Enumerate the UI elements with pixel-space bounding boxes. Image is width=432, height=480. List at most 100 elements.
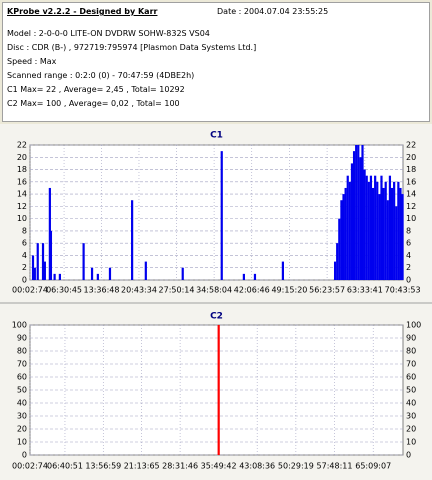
y2-tick-label: 100 <box>406 321 421 330</box>
bar <box>399 187 402 280</box>
bar <box>340 200 343 280</box>
y-tick-label: 100 <box>12 321 27 330</box>
bar <box>338 218 341 280</box>
info-line: Model : 2-0-0-0 LITE-ON DVDRW SOHW-832S … <box>7 29 210 38</box>
bar <box>395 206 398 280</box>
bar <box>390 187 394 280</box>
info-line: Speed : Max <box>7 57 57 66</box>
bar <box>369 175 373 280</box>
y2-tick-label: 20 <box>406 153 416 162</box>
info-line: C1 Max= 22 , Average= 2,45 , Total= 1029… <box>7 85 185 94</box>
x-tick-label: 34:58:04 <box>196 286 232 295</box>
y-tick-label: 40 <box>17 399 27 408</box>
x-tick-label: 06:40:51 <box>47 462 83 471</box>
y2-tick-label: 80 <box>406 347 416 356</box>
bar <box>384 181 387 280</box>
y-tick-label: 30 <box>17 412 27 421</box>
x-tick-label: 63:33:41 <box>347 286 383 295</box>
y-tick-label: 10 <box>17 214 27 223</box>
bar <box>344 187 347 280</box>
bar <box>181 267 184 280</box>
y-tick-label: 6 <box>22 239 27 248</box>
info-panel: KProbe v2.2.2 - Designed by Karr Date : … <box>2 2 430 122</box>
y2-tick-label: 0 <box>406 276 411 285</box>
y2-tick-label: 50 <box>406 386 416 395</box>
y-tick-label: 22 <box>17 141 27 150</box>
y2-tick-label: 40 <box>406 399 416 408</box>
x-tick-label: 21:13:65 <box>124 462 160 471</box>
bar <box>242 273 245 280</box>
y-tick-label: 20 <box>17 153 27 162</box>
y2-tick-label: 8 <box>406 226 411 235</box>
bar <box>96 273 99 280</box>
bar <box>336 243 339 280</box>
y-tick-label: 4 <box>22 251 27 260</box>
y-tick-label: 0 <box>22 451 27 460</box>
bar <box>355 145 358 280</box>
x-tick-label: 13:36:48 <box>84 286 120 295</box>
bar <box>350 163 354 280</box>
bar <box>380 175 383 280</box>
y2-tick-label: 60 <box>406 373 416 382</box>
x-tick-label: 50:29:19 <box>278 462 314 471</box>
bar <box>378 194 381 280</box>
y-tick-label: 80 <box>17 347 27 356</box>
bar <box>367 181 370 280</box>
x-tick-label: 13:56:59 <box>85 462 121 471</box>
bar <box>393 181 396 280</box>
y2-tick-label: 6 <box>406 239 411 248</box>
scan-date: Date : 2004.07.04 23:55:25 <box>217 7 329 16</box>
y-tick-label: 70 <box>17 360 27 369</box>
bar <box>131 200 134 280</box>
bar <box>281 261 284 280</box>
bar <box>374 175 377 280</box>
bar <box>33 267 36 280</box>
y-tick-label: 2 <box>22 263 27 272</box>
y2-tick-label: 10 <box>406 438 416 447</box>
bar <box>333 261 337 280</box>
y-tick-label: 14 <box>17 190 27 199</box>
y2-tick-label: 70 <box>406 360 416 369</box>
y-tick-label: 12 <box>17 202 27 211</box>
bar <box>386 200 389 280</box>
y2-tick-label: 20 <box>406 425 416 434</box>
y2-tick-label: 10 <box>406 214 416 223</box>
bar <box>82 243 85 280</box>
bar <box>220 151 223 280</box>
y2-tick-label: 0 <box>406 451 411 460</box>
chart-title: C1 <box>210 131 223 141</box>
y-tick-label: 16 <box>17 177 27 186</box>
bar <box>348 181 351 280</box>
y2-tick-label: 30 <box>406 412 416 421</box>
bar <box>401 194 404 280</box>
x-tick-label: 57:48:11 <box>317 462 353 471</box>
bar <box>371 187 375 280</box>
bar <box>352 151 356 280</box>
y-tick-label: 18 <box>17 165 27 174</box>
bar <box>382 187 385 280</box>
info-line: C2 Max= 100 , Average= 0,02 , Total= 100 <box>7 99 180 108</box>
x-tick-label: 35:49:42 <box>201 462 237 471</box>
y-tick-label: 8 <box>22 226 27 235</box>
x-tick-label: 06:30:45 <box>46 286 82 295</box>
bar <box>31 255 35 280</box>
y2-tick-label: 12 <box>406 202 416 211</box>
bar <box>388 175 392 280</box>
x-tick-label: 20:43:34 <box>121 286 157 295</box>
bar <box>43 261 46 280</box>
bar <box>365 175 368 280</box>
y2-tick-label: 18 <box>406 165 416 174</box>
y2-tick-label: 14 <box>406 190 416 199</box>
y-tick-label: 50 <box>17 386 27 395</box>
y2-tick-label: 22 <box>406 141 416 150</box>
y-tick-label: 90 <box>17 334 27 343</box>
y2-tick-label: 16 <box>406 177 416 186</box>
y-tick-label: 0 <box>22 276 27 285</box>
bar <box>58 273 61 280</box>
x-tick-label: 00:02:74 <box>12 462 48 471</box>
x-tick-label: 42:06:46 <box>234 286 270 295</box>
x-tick-label: 49:15:20 <box>271 286 307 295</box>
info-line: Disc : CDR (B-) , 972719:795974 [Plasmon… <box>7 43 257 52</box>
